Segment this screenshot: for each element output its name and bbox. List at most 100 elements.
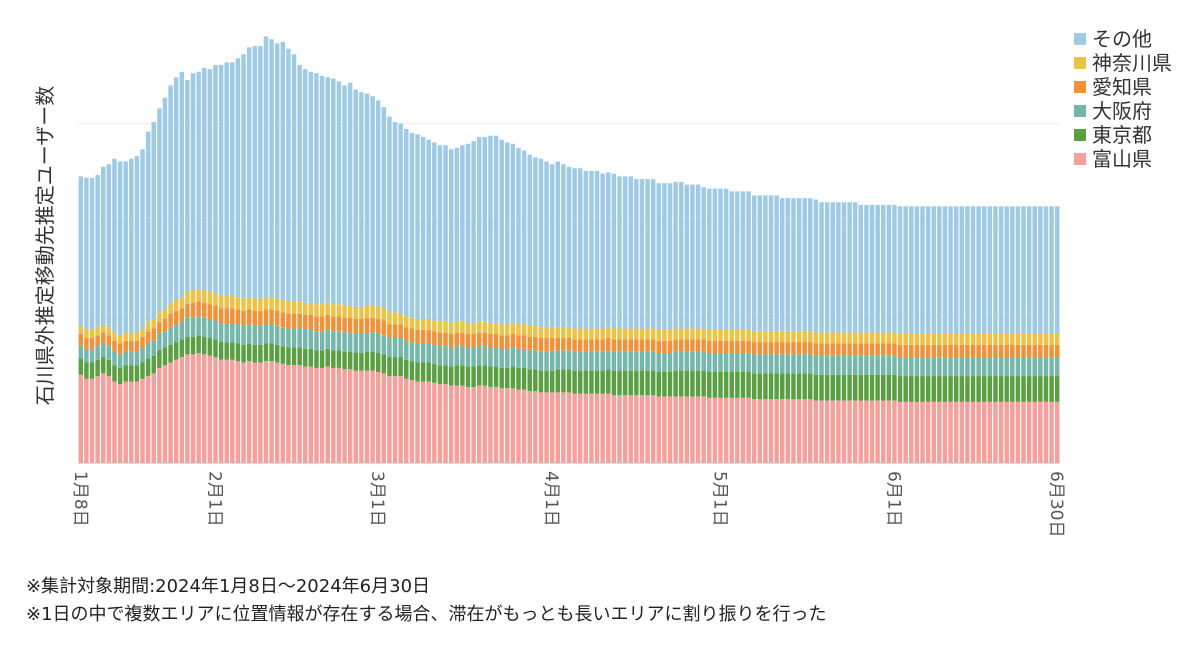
bar-segment-1-67 <box>454 365 460 386</box>
bar-segment-0-73 <box>488 386 493 463</box>
x-tick-label-6: 6月30日 <box>1046 471 1066 537</box>
bar-segment-5-148 <box>909 206 914 334</box>
bar-segment-2-55 <box>387 338 392 358</box>
bar-segment-4-18 <box>179 297 185 309</box>
bar-segment-5-1 <box>84 177 89 330</box>
bar-segment-3-156 <box>953 344 959 358</box>
bar-segment-5-90 <box>583 170 589 329</box>
bar-segment-2-65 <box>443 346 448 366</box>
bar-segment-4-87 <box>566 327 572 339</box>
bar-segment-4-136 <box>841 332 847 344</box>
bar-segment-1-102 <box>650 370 656 396</box>
bar-segment-1-51 <box>364 351 370 371</box>
bar-segment-0-90 <box>583 393 589 463</box>
bar-segment-3-170 <box>1032 344 1037 358</box>
bar-segment-0-140 <box>864 400 869 463</box>
bar-segment-0-108 <box>684 396 690 463</box>
bar-segment-2-54 <box>381 335 387 355</box>
bar-segment-4-122 <box>763 331 768 343</box>
bar-segment-5-125 <box>779 198 785 332</box>
bar-segment-4-0 <box>78 325 84 334</box>
bar-segment-1-174 <box>1054 376 1060 402</box>
bar-segment-3-54 <box>381 320 387 336</box>
bar-segment-3-23 <box>207 304 213 320</box>
bar-segment-1-141 <box>869 374 875 401</box>
bar-segment-3-143 <box>881 343 886 356</box>
bar-segment-0-21 <box>196 352 201 463</box>
bar-segment-2-23 <box>207 319 213 339</box>
bar-segment-1-115 <box>723 372 729 398</box>
bar-segment-0-163 <box>993 401 998 463</box>
bar-segment-3-25 <box>218 308 224 324</box>
bar-segment-1-34 <box>269 343 274 362</box>
bar-segment-2-154 <box>942 357 948 377</box>
bar-segment-1-160 <box>976 376 981 402</box>
bar-segment-5-131 <box>813 199 819 333</box>
bar-segment-3-67 <box>454 332 460 347</box>
bar-segment-4-118 <box>740 329 746 341</box>
bar-segment-0-160 <box>976 401 981 463</box>
bar-segment-5-50 <box>359 92 364 307</box>
bar-segment-0-89 <box>577 393 583 463</box>
bar-segment-0-139 <box>858 400 864 463</box>
bar-segment-5-24 <box>213 65 218 294</box>
bar-segment-1-173 <box>1049 376 1054 402</box>
bar-segment-0-28 <box>235 361 241 463</box>
bar-segment-2-7 <box>117 354 123 368</box>
bar-segment-1-116 <box>729 372 734 398</box>
bar-segment-2-61 <box>420 343 426 363</box>
bar-segment-0-50 <box>359 370 364 463</box>
bar-segment-0-67 <box>454 385 460 463</box>
bar-segment-0-142 <box>875 400 880 463</box>
bar-segment-1-109 <box>690 370 695 397</box>
bar-segment-1-117 <box>735 372 740 398</box>
bar-segment-2-167 <box>1015 357 1021 377</box>
bar-segment-4-149 <box>914 333 920 345</box>
bar-segment-0-9 <box>129 381 134 463</box>
bar-segment-3-38 <box>291 313 297 329</box>
bar-segment-3-85 <box>555 338 561 351</box>
bar-segment-1-172 <box>1043 376 1049 402</box>
bar-segment-4-121 <box>757 331 763 343</box>
bar-segment-5-156 <box>953 206 959 334</box>
legend-label-0: その他 <box>1092 27 1152 51</box>
bar-segment-4-73 <box>488 323 493 334</box>
bar-segment-5-38 <box>291 54 297 302</box>
bar-segment-3-102 <box>650 339 656 352</box>
bar-segment-5-135 <box>836 202 841 333</box>
bar-segment-3-72 <box>482 332 488 347</box>
bar-segment-0-152 <box>931 401 936 463</box>
bar-segment-1-170 <box>1032 376 1037 402</box>
bar-segment-1-142 <box>875 374 880 401</box>
bar-segment-3-137 <box>847 343 852 356</box>
bar-segment-1-11 <box>140 362 145 379</box>
bar-segment-3-36 <box>280 312 286 328</box>
bar-segment-5-18 <box>179 71 185 298</box>
bar-segment-4-161 <box>982 333 987 345</box>
bar-segment-4-156 <box>953 333 959 345</box>
bar-segment-4-55 <box>387 312 392 325</box>
bar-segment-4-126 <box>785 331 791 343</box>
bar-segment-5-149 <box>914 206 920 334</box>
bar-segment-5-91 <box>589 170 594 329</box>
bar-segment-0-131 <box>813 400 819 463</box>
bar-segment-2-6 <box>112 351 117 366</box>
bar-segment-1-3 <box>95 359 100 377</box>
bar-segment-1-84 <box>549 370 555 393</box>
bar-segment-2-168 <box>1021 357 1026 377</box>
bar-segment-1-63 <box>432 363 437 383</box>
bar-segment-3-149 <box>914 344 920 358</box>
bar-segment-1-8 <box>123 365 128 382</box>
bar-segment-5-161 <box>982 206 987 334</box>
bar-segment-0-135 <box>836 400 841 463</box>
bar-segment-5-67 <box>454 147 460 322</box>
bar-segment-2-52 <box>370 332 375 352</box>
bar-segment-4-75 <box>499 324 504 336</box>
bar-segment-3-53 <box>375 319 381 334</box>
bar-segment-0-72 <box>482 385 488 463</box>
bar-segment-1-74 <box>493 366 499 387</box>
bar-segment-5-160 <box>976 206 981 334</box>
bar-segment-2-164 <box>998 357 1004 377</box>
bar-segment-1-38 <box>291 347 297 366</box>
bar-segment-2-112 <box>707 352 712 372</box>
